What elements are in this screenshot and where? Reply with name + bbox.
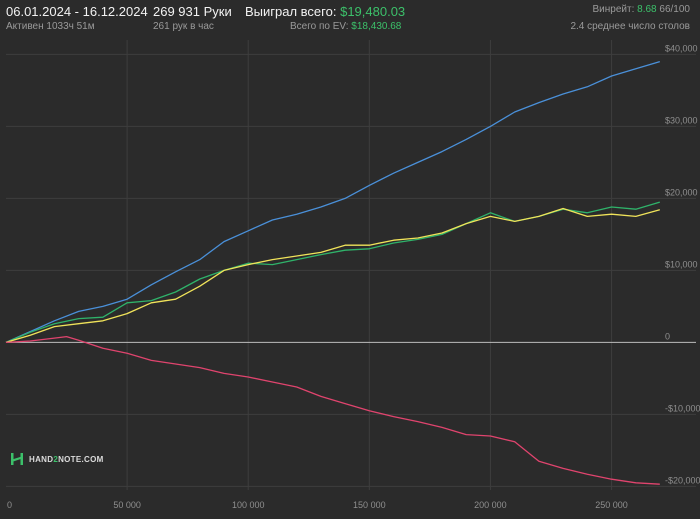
series-line-3	[5, 335, 660, 485]
total-won: Выиграл всего: $19,480.03	[245, 4, 405, 19]
y-tick-label: $30,000	[665, 115, 698, 125]
winrate-label: Винрейт:	[592, 4, 635, 15]
x-tick-label: 100 000	[232, 500, 265, 510]
hand2note-logo: HAND2NOTE.COM	[10, 452, 104, 466]
winrate: Винрейт: 8.68 66/100	[593, 4, 690, 15]
total-ev-label: Всего по EV:	[290, 21, 349, 32]
hand2note-logo-icon	[10, 452, 24, 466]
total-won-label: Выиграл всего:	[245, 4, 337, 19]
y-tick-label: -$10,000	[665, 403, 700, 413]
x-tick-label: 250 000	[595, 500, 628, 510]
x-tick-label: 200 000	[474, 500, 507, 510]
logo-text-mid: 2	[53, 454, 59, 464]
series-line-0	[5, 60, 660, 343]
winrate-suffix: 66/100	[659, 4, 690, 15]
series-line-1	[5, 201, 660, 343]
total-ev-value: $18,430.68	[351, 21, 402, 32]
y-tick-label: $10,000	[665, 259, 698, 269]
y-tick-label: $20,000	[665, 187, 698, 197]
active-time: Активен 1033ч 51м	[6, 21, 95, 32]
x-tick-label: 150 000	[353, 500, 386, 510]
hands-per-hour: 261 рук в час	[153, 21, 214, 32]
series-line-2	[5, 207, 660, 344]
date-range: 06.01.2024 - 16.12.2024	[6, 4, 148, 19]
y-tick-label: 0	[665, 331, 670, 341]
y-tick-label: $40,000	[665, 43, 698, 53]
total-won-value: $19,480.03	[340, 4, 406, 19]
x-tick-label: 0	[7, 500, 12, 510]
stats-header: 06.01.2024 - 16.12.2024 Активен 1033ч 51…	[0, 0, 700, 36]
logo-text-right: NOTE.COM	[58, 454, 104, 464]
hands-count: 269 931 Руки	[153, 4, 232, 19]
y-tick-label: -$20,000	[665, 475, 700, 485]
x-tick-label: 50 000	[113, 500, 141, 510]
winrate-value: 8.68	[637, 4, 657, 15]
total-ev: Всего по EV: $18,430.68	[290, 21, 401, 32]
avg-tables: 2.4 среднее число столов	[570, 21, 690, 32]
logo-text-left: HAND	[29, 454, 54, 464]
hand2note-logo-text: HAND2NOTE.COM	[29, 455, 104, 464]
